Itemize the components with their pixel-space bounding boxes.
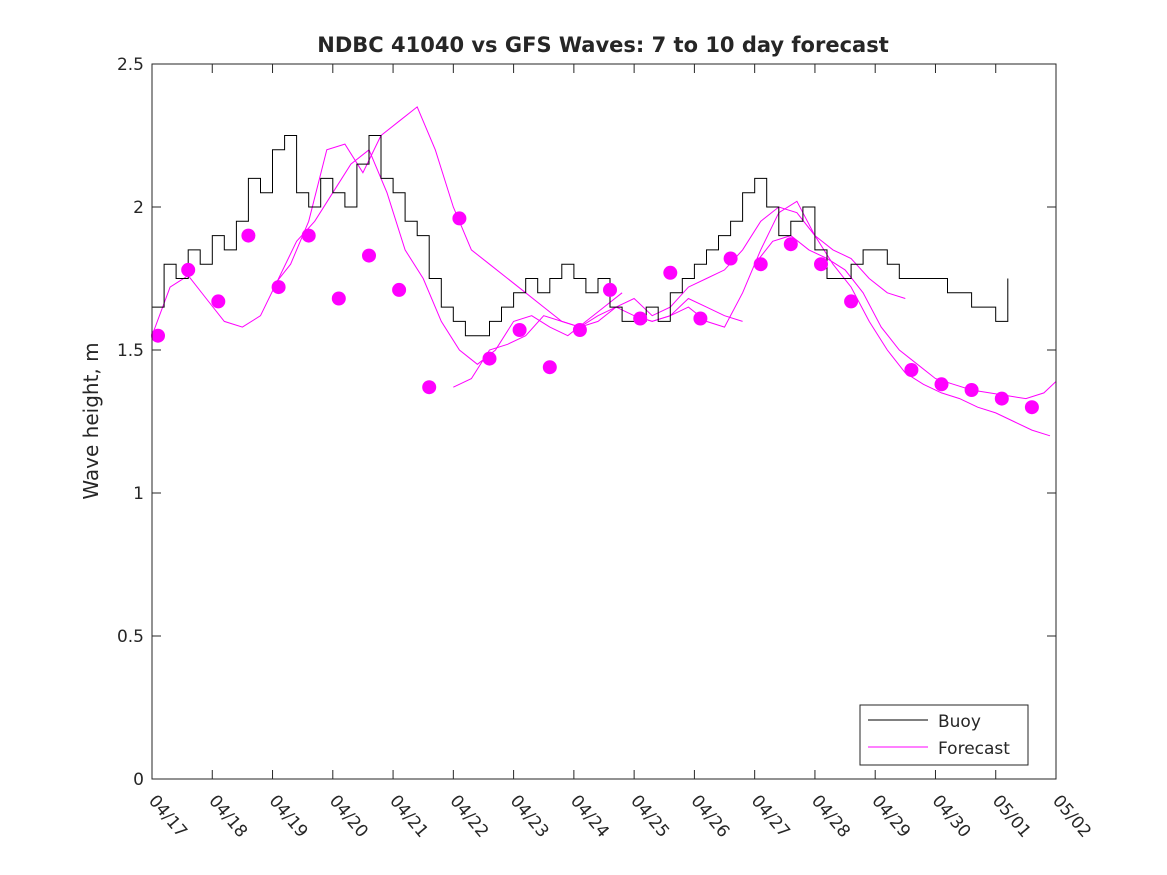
forecast-point: [392, 282, 407, 297]
forecast-point: [934, 377, 949, 392]
forecast-point: [783, 237, 798, 252]
y-tick-label: 2.5: [117, 55, 144, 75]
forecast-run-line: [152, 148, 623, 365]
y-axis-ticks: 0 0.5 1 1.5 2 2.5: [117, 55, 1056, 790]
legend-box: [859, 704, 1029, 766]
buoy-line: [152, 135, 1009, 337]
forecast-point: [693, 311, 708, 326]
y-tick-label: 1.5: [117, 341, 144, 361]
forecast-run-line: [754, 235, 1056, 400]
forecast-point: [603, 282, 617, 297]
forecast-point: [241, 228, 256, 243]
forecast-point: [181, 262, 196, 277]
y-tick-label: 1: [133, 484, 144, 504]
forecast-point: [904, 363, 919, 377]
forecast-point: [633, 311, 648, 326]
forecast-point: [814, 257, 828, 272]
forecast-point: [964, 383, 979, 397]
forecast-point: [663, 265, 678, 280]
buoy-series: [152, 135, 1009, 337]
chart-title: NDBC 41040 vs GFS Waves: 7 to 10 day for…: [317, 33, 888, 57]
legend-buoy-label: Buoy: [938, 712, 981, 732]
forecast-point: [331, 291, 346, 306]
forecast-point: [723, 251, 738, 266]
forecast-point: [271, 280, 286, 295]
y-tick-label: 0: [133, 770, 144, 790]
forecast-point: [422, 380, 437, 395]
y-tick-label: 2: [133, 198, 144, 218]
forecast-point: [753, 257, 768, 272]
forecast-point: [151, 328, 165, 343]
forecast-point: [482, 351, 497, 366]
legend: Buoy Forecast: [859, 704, 1029, 766]
forecast-run-line: [453, 206, 906, 388]
forecast-point: [844, 294, 859, 309]
forecast-points: [151, 211, 1039, 415]
forecast-point: [452, 211, 467, 226]
forecast-point: [1024, 400, 1039, 415]
forecast-point: [572, 323, 587, 337]
forecast-point: [512, 323, 527, 337]
y-tick-label: 0.5: [117, 627, 144, 647]
forecast-point: [542, 360, 557, 375]
y-axis-label: Wave height, m: [79, 342, 103, 499]
legend-forecast-label: Forecast: [938, 739, 1010, 759]
forecast-point: [301, 228, 316, 243]
forecast-point: [994, 391, 1009, 406]
forecast-point: [211, 294, 226, 309]
forecast-point: [362, 248, 376, 263]
plot-area-frame: [151, 63, 1057, 780]
